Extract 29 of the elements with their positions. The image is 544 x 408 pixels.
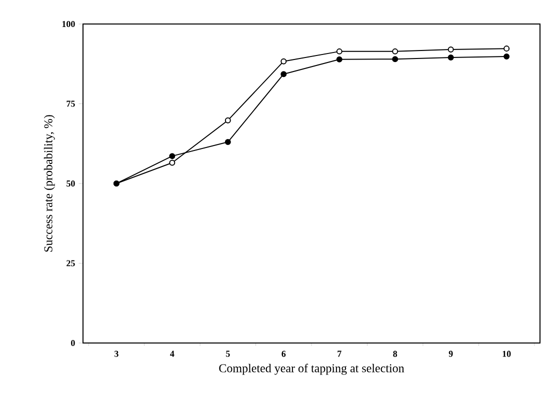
point [169, 160, 176, 166]
y-tick-label: 25 [66, 260, 75, 266]
point [336, 48, 342, 54]
point [169, 153, 176, 160]
point [504, 46, 510, 52]
point [392, 48, 398, 54]
x-tick-label: 6 [282, 350, 286, 357]
x-tick-label: 4 [170, 350, 174, 357]
x-axis-title: Completed year of tapping at selection [219, 364, 404, 375]
point [448, 46, 454, 53]
y-tick-label: 0 [71, 340, 75, 346]
x-tick-label: 10 [502, 350, 511, 357]
x-tick-label: 8 [393, 350, 398, 357]
point [224, 139, 231, 146]
x-tick-label: 7 [338, 350, 342, 357]
point [448, 54, 454, 60]
point [336, 56, 342, 62]
point [392, 56, 398, 62]
point [504, 54, 510, 60]
x-tick-label: 3 [114, 350, 118, 357]
point [280, 58, 287, 64]
point [280, 71, 287, 78]
x-tick-label: 9 [448, 350, 453, 357]
y-tick-label: 50 [66, 180, 75, 187]
y-tick-label: 100 [62, 20, 75, 28]
y-axis-title: Success rate (probability, %) [44, 115, 55, 252]
y-tick-label: 75 [66, 100, 75, 107]
point [224, 117, 231, 124]
x-tick-label: 5 [226, 350, 230, 357]
